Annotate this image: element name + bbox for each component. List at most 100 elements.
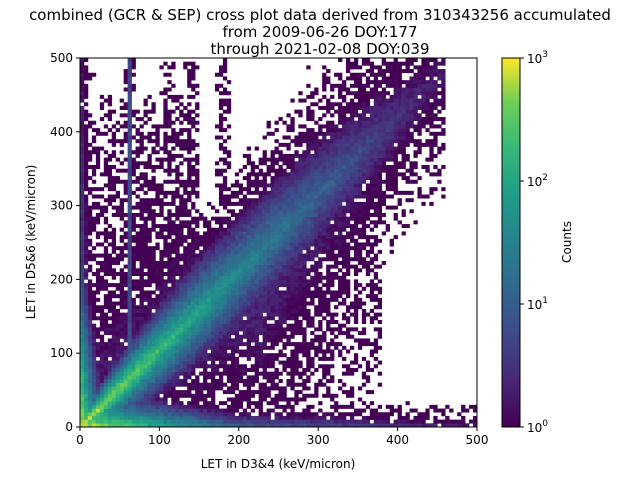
heatmap-cell — [286, 201, 291, 206]
heatmap-cell — [115, 390, 120, 395]
heatmap-cell — [282, 331, 287, 336]
heatmap-cell — [218, 98, 224, 103]
heatmap-cell — [155, 379, 160, 384]
heatmap-cell — [211, 257, 216, 262]
heatmap-cell — [131, 65, 136, 70]
heatmap-cell — [147, 279, 152, 284]
heatmap-cell — [258, 323, 263, 328]
heatmap-cell — [250, 224, 255, 229]
heatmap-cell — [294, 272, 299, 277]
heatmap-cell — [250, 408, 255, 413]
heatmap-cell — [306, 113, 311, 118]
heatmap-cell — [326, 412, 331, 417]
heatmap-cell — [294, 308, 299, 313]
heatmap-cell — [211, 264, 216, 269]
heatmap-cell — [254, 356, 259, 361]
heatmap-cell — [234, 294, 240, 299]
heatmap-cell — [91, 120, 97, 125]
heatmap-cell — [250, 272, 255, 277]
heatmap-cell — [349, 360, 355, 365]
heatmap-cell — [290, 172, 295, 177]
heatmap-cell — [218, 142, 224, 147]
heatmap-cell — [302, 161, 307, 166]
heatmap-cell — [107, 393, 113, 398]
heatmap-cell — [159, 308, 164, 313]
heatmap-cell — [87, 412, 93, 417]
heatmap-cell — [349, 201, 355, 206]
heatmap-cell — [103, 408, 109, 413]
heatmap-cell — [322, 224, 327, 229]
heatmap-cell — [254, 379, 259, 384]
heatmap-cell — [230, 423, 236, 428]
heatmap-cell — [151, 201, 156, 206]
heatmap-cell — [115, 342, 120, 347]
heatmap-cell — [294, 109, 299, 114]
heatmap-cell — [199, 393, 204, 398]
heatmap-cell — [83, 109, 89, 114]
heatmap-cell — [191, 124, 196, 129]
heatmap-cell — [326, 231, 331, 236]
heatmap-cell — [306, 172, 311, 177]
heatmap-cell — [87, 338, 93, 343]
heatmap-cell — [314, 386, 319, 391]
heatmap-cell — [338, 150, 343, 155]
heatmap-cell — [365, 242, 371, 247]
heatmap-cell — [147, 272, 152, 277]
heatmap-cell — [167, 319, 172, 324]
heatmap-cell — [151, 319, 156, 324]
heatmap-cell — [95, 364, 101, 369]
heatmap-cell — [286, 194, 291, 199]
heatmap-cell — [226, 379, 232, 384]
heatmap-cell — [218, 201, 224, 206]
heatmap-cell — [234, 356, 240, 361]
heatmap-cell — [326, 345, 331, 350]
heatmap-cell — [357, 220, 363, 225]
heatmap-cell — [143, 227, 148, 232]
heatmap-cell — [230, 331, 236, 336]
heatmap-cell — [234, 404, 240, 409]
heatmap-cell — [119, 382, 124, 387]
heatmap-cell — [238, 209, 244, 214]
heatmap-cell — [103, 205, 109, 210]
heatmap-cell — [330, 216, 335, 221]
heatmap-cell — [83, 72, 89, 77]
heatmap-cell — [282, 301, 287, 306]
heatmap-cell — [214, 371, 220, 376]
heatmap-cell — [282, 283, 287, 288]
heatmap-cell — [123, 371, 128, 376]
heatmap-cell — [342, 224, 347, 229]
heatmap-cell — [270, 246, 275, 251]
heatmap-cell — [183, 345, 188, 350]
heatmap-cell — [318, 297, 323, 302]
heatmap-cell — [218, 408, 224, 413]
heatmap-cell — [294, 216, 299, 221]
heatmap-cell — [80, 308, 85, 313]
heatmap-cell — [334, 227, 339, 232]
heatmap-cell — [123, 415, 128, 420]
heatmap-cell — [139, 386, 144, 391]
heatmap-cell — [115, 419, 120, 424]
heatmap-cell — [179, 142, 184, 147]
heatmap-cell — [187, 235, 192, 240]
heatmap-cell — [294, 238, 299, 243]
heatmap-cell — [298, 323, 303, 328]
heatmap-cell — [155, 386, 160, 391]
heatmap-cell — [250, 246, 255, 251]
heatmap-cell — [175, 242, 180, 247]
heatmap-cell — [83, 124, 89, 129]
heatmap-cell — [171, 220, 176, 225]
heatmap-cell — [234, 201, 240, 206]
heatmap-cell — [274, 342, 279, 347]
heatmap-cell — [282, 135, 287, 140]
heatmap-cell — [326, 264, 331, 269]
heatmap-cell — [127, 334, 132, 339]
heatmap-cell — [191, 187, 196, 192]
heatmap-cell — [342, 179, 347, 184]
heatmap-cell — [147, 283, 152, 288]
heatmap-cell — [357, 231, 363, 236]
heatmap-cell — [322, 249, 327, 254]
heatmap-cell — [238, 286, 244, 291]
heatmap-cell — [330, 165, 335, 169]
heatmap-cell — [258, 231, 263, 236]
heatmap-cell — [119, 201, 124, 206]
